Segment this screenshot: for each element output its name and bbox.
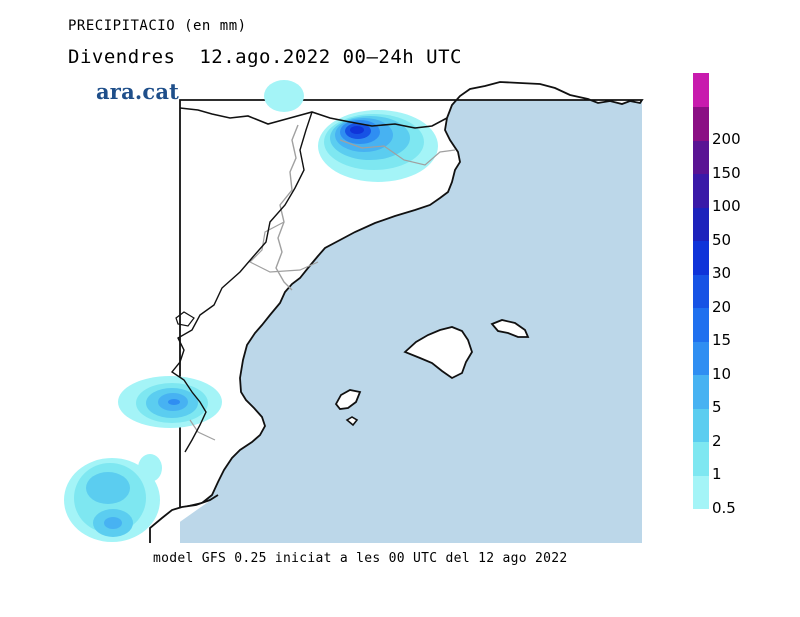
island-mallorca — [403, 326, 473, 380]
color-legend — [693, 73, 709, 510]
legend-swatch — [693, 475, 709, 510]
legend-label: 200 — [712, 130, 741, 149]
southern-land — [149, 494, 219, 543]
legend-swatch — [693, 173, 709, 208]
border-provinces — [189, 139, 456, 441]
border-aragon-valencia — [170, 111, 313, 453]
legend-label: 150 — [712, 163, 741, 182]
ara-cat-logo[interactable]: ara.cat — [96, 79, 180, 104]
precip-northwest — [264, 80, 304, 112]
legend-label: 1 — [712, 465, 722, 484]
legend-swatch — [693, 341, 709, 376]
island-menorca — [490, 319, 530, 338]
legend-label: 20 — [712, 297, 732, 316]
map-title: PRECIPITACIO (en mm) — [68, 18, 247, 34]
legend-swatch — [693, 73, 709, 108]
island-formentera — [345, 416, 359, 427]
island-eivissa — [334, 389, 362, 410]
map-subtitle: Divendres 12.ago.2022 00–24h UTC — [68, 46, 462, 68]
legend-swatch — [693, 374, 709, 409]
legend-swatch — [693, 240, 709, 275]
legend-swatch — [693, 140, 709, 175]
legend-label: 30 — [712, 264, 732, 283]
legend-label: 2 — [712, 431, 722, 450]
legend-swatch — [693, 274, 709, 309]
legend-label: 15 — [712, 331, 732, 350]
legend-swatch — [693, 106, 709, 141]
model-info-footer: model GFS 0.25 iniciat a les 00 UTC del … — [153, 551, 568, 566]
legend-swatch — [693, 207, 709, 242]
legend-swatch — [693, 408, 709, 443]
border-valencia-inner — [175, 311, 195, 327]
legend-label: 100 — [712, 197, 741, 216]
precip-valencia — [118, 376, 222, 428]
precip-south — [64, 454, 162, 542]
legend-label: 10 — [712, 364, 732, 383]
border-catalonia-aragon — [275, 124, 299, 291]
legend-swatch — [693, 307, 709, 342]
legend-label: 5 — [712, 398, 722, 417]
legend-label: 50 — [712, 230, 732, 249]
legend-label: 0.5 — [712, 499, 736, 517]
legend-swatch — [693, 441, 709, 476]
